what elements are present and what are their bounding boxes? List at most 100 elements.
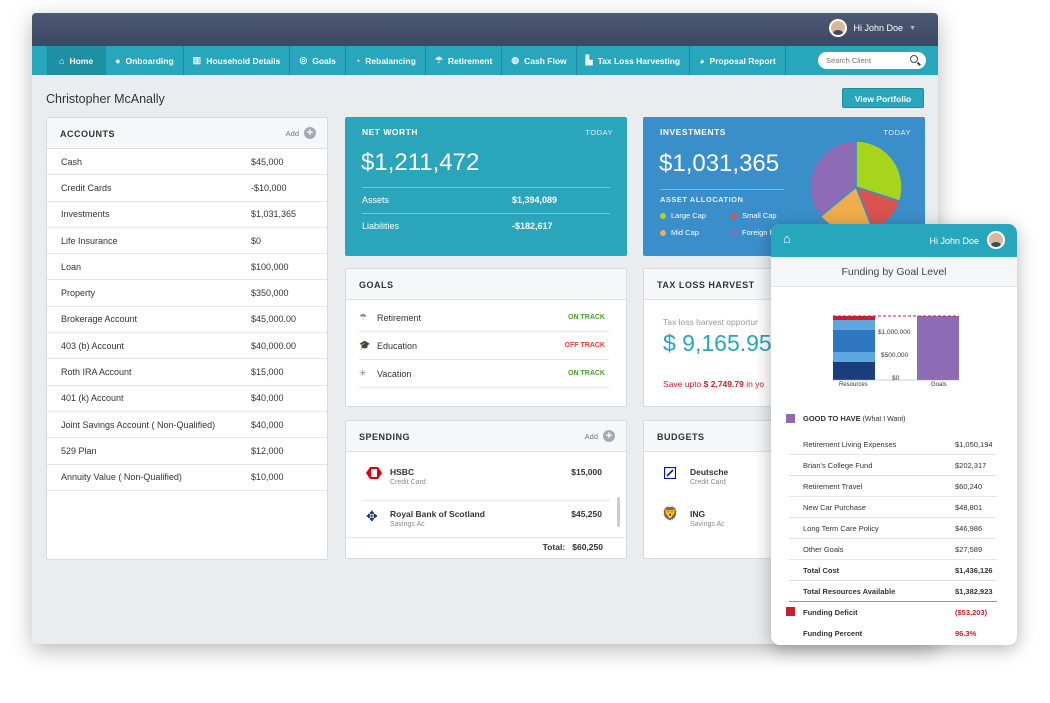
goal-row[interactable]: 🎓 Education OFF TRACK xyxy=(359,332,609,360)
account-row[interactable]: Annuity Value ( Non-Qualified) $10,000 xyxy=(47,465,327,491)
account-row[interactable]: Joint Savings Account ( Non-Qualified) $4… xyxy=(47,412,327,439)
avatar xyxy=(828,19,847,37)
avatar[interactable] xyxy=(987,231,1005,249)
funding-percent-row: Funding Percent 96.3% xyxy=(789,623,997,644)
account-name: Loan xyxy=(61,261,82,272)
account-row[interactable]: Brokerage Account $45,000.00 xyxy=(47,307,327,334)
total-resources-label: Total Resources Available xyxy=(803,587,896,596)
account-value: $40,000 xyxy=(251,393,284,404)
nav-label: Goals xyxy=(312,55,336,66)
umbrella-icon: ☂ xyxy=(359,312,368,322)
user-menu[interactable]: Hi John Doe ▼ xyxy=(828,19,916,37)
goal-row[interactable]: ✳ Vacation ON TRACK xyxy=(359,360,609,388)
goal-name: Retirement xyxy=(377,312,422,323)
assets-value: $1,394,089 xyxy=(512,195,558,205)
spending-card: SPENDING Add + HSBC Credit Card $15,000 ✥… xyxy=(345,420,627,559)
tax-loss-subtitle: Tax loss harvest opportur xyxy=(663,317,758,327)
goal-cost-value: $1,050,194 xyxy=(955,440,993,449)
budget-row[interactable]: 🦁 ING Savings Ac xyxy=(660,503,908,543)
nav-label: Cash Flow xyxy=(524,55,567,66)
goal-cost-row: Long Term Care Policy $46,986 xyxy=(789,518,997,539)
spending-title: SPENDING xyxy=(359,432,411,442)
account-row[interactable]: Credit Cards -$10,000 xyxy=(47,175,327,202)
account-row[interactable]: 403 (b) Account $40,000.00 xyxy=(47,333,327,360)
budget-name: ING xyxy=(690,509,706,519)
goal-cost-row: Retirement Travel $60,240 xyxy=(789,476,997,497)
nav-retirement[interactable]: ☂ Retirement xyxy=(426,46,503,75)
total-cost-value: $1,436,126 xyxy=(955,566,993,575)
goals-header: GOALS xyxy=(346,269,626,300)
spending-total: Total: $60,250 xyxy=(543,542,603,552)
x-label-goals: Goals xyxy=(931,382,947,388)
mobile-title: Funding by Goal Level xyxy=(771,257,1017,287)
account-value: $40,000 xyxy=(251,419,284,430)
legend-label: Mid Cap xyxy=(671,228,699,237)
add-spending-button[interactable]: Add + xyxy=(585,430,615,442)
account-name: 401 (k) Account xyxy=(61,393,124,404)
nav-home[interactable]: ⌂ Home xyxy=(47,46,107,75)
account-row[interactable]: Property $350,000 xyxy=(47,280,327,307)
target-icon: ◎ xyxy=(299,55,308,65)
account-name: Credit Cards xyxy=(61,182,112,193)
deficit-label: Funding Deficit xyxy=(803,608,858,617)
nav-onboarding[interactable]: ● Onboarding xyxy=(106,46,184,75)
nav-tax-loss-harvesting[interactable]: ▙ Tax Loss Harvesting xyxy=(577,46,691,75)
account-value: $1,031,365 xyxy=(251,209,297,220)
budget-sub: Credit Card xyxy=(690,479,726,486)
account-row[interactable]: Loan $100,000 xyxy=(47,254,327,281)
account-name: Cash xyxy=(61,156,83,167)
investments-period: TODAY xyxy=(883,128,911,137)
goal-cost-name: Other Goals xyxy=(803,545,844,554)
goal-row[interactable]: ☂ Retirement ON TRACK xyxy=(359,304,609,332)
nav-cash-flow[interactable]: ◍ Cash Flow xyxy=(502,46,577,75)
account-row[interactable]: Roth IRA Account $15,000 xyxy=(47,359,327,386)
add-account-button[interactable]: Add + xyxy=(286,127,316,139)
nav-household-details[interactable]: ▥ Household Details xyxy=(184,46,291,75)
spending-row[interactable]: HSBC Credit Card $15,000 xyxy=(362,461,610,501)
account-row[interactable]: Life Insurance $0 xyxy=(47,228,327,255)
mobile-greeting: Hi John Doe xyxy=(929,236,979,246)
search-input[interactable] xyxy=(818,52,926,69)
account-value: $350,000 xyxy=(251,288,289,299)
asset-allocation-title: ASSET ALLOCATION xyxy=(660,195,744,204)
home-icon[interactable]: ⌂ xyxy=(783,231,791,246)
nav-label: Home xyxy=(69,55,94,66)
save-suffix: in yo xyxy=(743,379,765,389)
plus-icon: + xyxy=(603,430,615,442)
budget-row[interactable]: Deutsche Credit Card xyxy=(660,461,908,501)
goal-name: Education xyxy=(377,340,418,351)
account-row[interactable]: 529 Plan $12,000 xyxy=(47,438,327,465)
net-worth-title: NET WORTH xyxy=(362,127,418,137)
spending-value: $15,000 xyxy=(571,467,602,477)
account-name: Brokerage Account xyxy=(61,314,138,325)
tax-savings-text: Save upto $ 2,749.79 in yo xyxy=(663,379,764,389)
good-to-have-heading: GOOD TO HAVE (What I Want) xyxy=(803,414,906,423)
account-row[interactable]: 401 (k) Account $40,000 xyxy=(47,386,327,412)
goal-cost-row: Brian's College Fund $202,317 xyxy=(789,455,997,476)
legend-label: Foreign Dev xyxy=(742,228,783,237)
nav-proposal-report[interactable]: ◕ Proposal Report xyxy=(690,46,786,75)
liabilities-label: Liabilities xyxy=(362,221,400,231)
liabilities-row: Liabilities -$182,617 xyxy=(362,213,610,239)
nav-goals[interactable]: ◎ Goals xyxy=(290,46,346,75)
divider xyxy=(660,189,784,190)
building-icon: ▥ xyxy=(192,55,202,65)
scrollbar[interactable] xyxy=(617,497,620,527)
good-to-have-swatch xyxy=(786,414,795,423)
nav-rebalancing[interactable]: ◔ Rebalancing xyxy=(346,46,426,75)
spending-header: SPENDING Add + xyxy=(346,421,626,452)
budget-name: Deutsche xyxy=(690,467,729,477)
goal-cost-value: $46,986 xyxy=(955,524,983,533)
spending-row[interactable]: ✥ Royal Bank of Scotland Savings Ac $45,… xyxy=(362,503,610,543)
client-name: Christopher McAnally xyxy=(46,92,165,106)
pie-slice-foreign-dev xyxy=(809,140,857,218)
account-row[interactable]: Cash $45,000 xyxy=(47,149,327,176)
account-value: $10,000 xyxy=(251,472,284,483)
account-row[interactable]: Investments $1,031,365 xyxy=(47,202,327,228)
bar-chart-icon: ▙ xyxy=(585,55,593,65)
y-tick-500k: $500,000 xyxy=(881,352,909,359)
search-icon[interactable] xyxy=(910,55,918,63)
money-bag-icon: ◍ xyxy=(511,55,520,65)
accounts-card: ACCOUNTS Add + Cash $45,000 Credit Cards -$1… xyxy=(46,117,328,560)
view-portfolio-button[interactable]: View Portfolio xyxy=(842,88,924,108)
